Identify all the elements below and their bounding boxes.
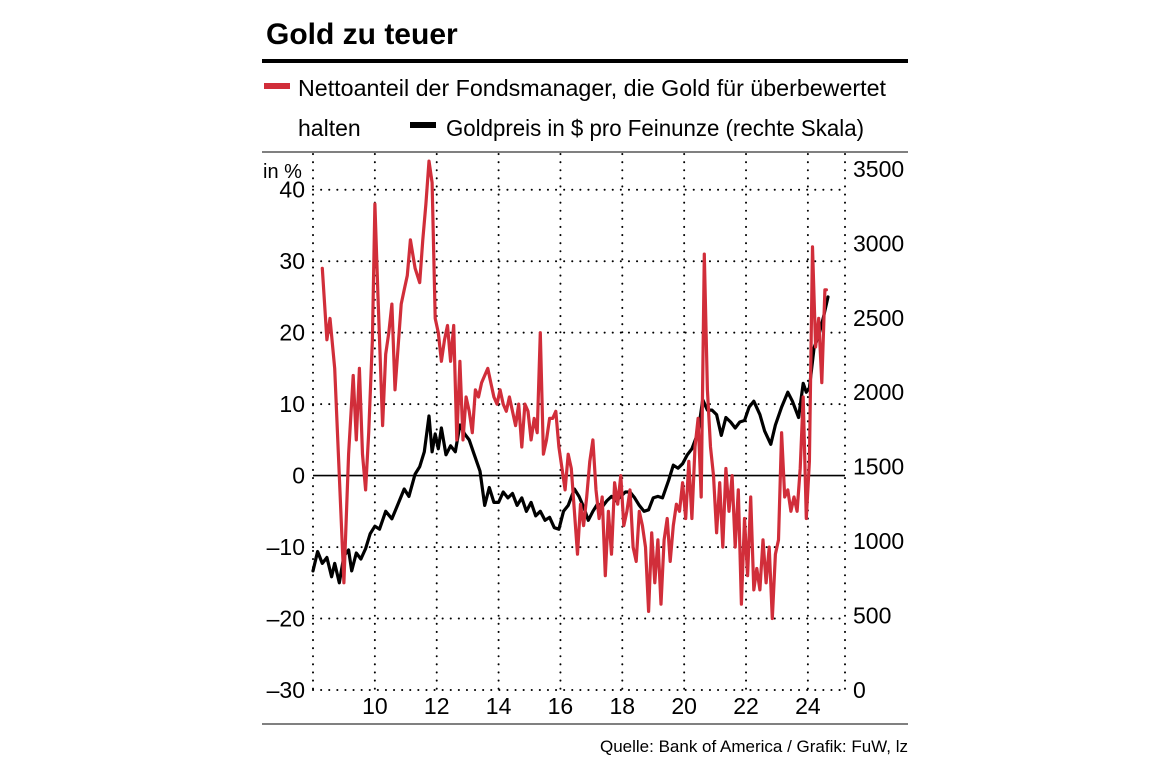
right-tick-label: 1000 xyxy=(853,528,904,554)
series-lines xyxy=(311,159,830,621)
title-rule xyxy=(262,59,908,63)
left-tick-label: –20 xyxy=(267,606,305,632)
x-tick-label: 24 xyxy=(795,693,821,719)
right-tick-label: 500 xyxy=(853,603,891,629)
legend-label-fund-managers-line1: Nettoanteil der Fondsmanager, die Gold f… xyxy=(298,75,887,101)
legend-label-fund-managers-line2: halten xyxy=(298,115,361,141)
x-tick-label: 14 xyxy=(486,693,512,719)
x-tick-label: 16 xyxy=(548,693,574,719)
left-tick-label: –10 xyxy=(267,534,305,560)
x-tick-label: 22 xyxy=(733,693,759,719)
left-axis-unit-label: in % xyxy=(263,161,302,183)
series-line-fund-managers xyxy=(320,159,829,621)
right-tick-label: 3000 xyxy=(853,230,904,256)
series-line-gold-price xyxy=(311,295,830,585)
x-tick-label: 10 xyxy=(362,693,388,719)
right-tick-label: 2000 xyxy=(853,379,904,405)
legend-swatch-fund-managers xyxy=(264,83,290,89)
left-tick-label: 0 xyxy=(292,463,305,489)
right-axis-ticks: 3500 3000 2500 2000 1500 1000 500 0 xyxy=(853,156,904,703)
left-tick-label: –30 xyxy=(267,677,305,703)
left-tick-label: 40 xyxy=(279,177,305,203)
right-tick-label: 2500 xyxy=(853,305,904,331)
right-tick-label: 3500 xyxy=(853,156,904,182)
x-tick-label: 18 xyxy=(610,693,636,719)
left-tick-label: 30 xyxy=(279,248,305,274)
legend-label-gold-price: Goldpreis in $ pro Feinunze (rechte Skal… xyxy=(446,115,864,141)
left-axis-ticks: 40 30 20 10 0 –10 –20 –30 xyxy=(267,177,305,703)
chart-title: Gold zu teuer xyxy=(266,18,458,51)
x-axis-ticks: 10 12 14 16 18 20 22 24 xyxy=(362,693,821,719)
x-tick-label: 20 xyxy=(671,693,697,719)
right-tick-label: 1500 xyxy=(853,454,904,480)
x-tick-label: 12 xyxy=(424,693,450,719)
right-tick-label: 0 xyxy=(853,677,866,703)
legend-swatch-gold-price xyxy=(410,122,436,128)
source-note: Quelle: Bank of America / Grafik: FuW, l… xyxy=(600,737,908,756)
left-tick-label: 10 xyxy=(279,391,305,417)
left-tick-label: 20 xyxy=(279,320,305,346)
grid-lines xyxy=(312,153,846,695)
